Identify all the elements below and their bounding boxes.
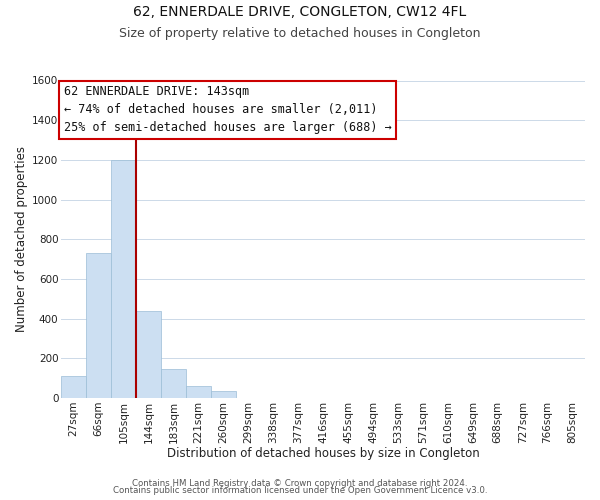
Text: 62, ENNERDALE DRIVE, CONGLETON, CW12 4FL: 62, ENNERDALE DRIVE, CONGLETON, CW12 4FL — [133, 5, 467, 19]
Bar — [111, 160, 136, 398]
Bar — [136, 310, 161, 398]
Bar — [61, 376, 86, 398]
Bar — [161, 369, 186, 398]
Bar — [186, 386, 211, 398]
Bar — [211, 391, 236, 398]
X-axis label: Distribution of detached houses by size in Congleton: Distribution of detached houses by size … — [167, 447, 479, 460]
Text: Contains HM Land Registry data © Crown copyright and database right 2024.: Contains HM Land Registry data © Crown c… — [132, 478, 468, 488]
Text: Contains public sector information licensed under the Open Government Licence v3: Contains public sector information licen… — [113, 486, 487, 495]
Y-axis label: Number of detached properties: Number of detached properties — [15, 146, 28, 332]
Text: Size of property relative to detached houses in Congleton: Size of property relative to detached ho… — [119, 28, 481, 40]
Bar — [86, 253, 111, 398]
Text: 62 ENNERDALE DRIVE: 143sqm
← 74% of detached houses are smaller (2,011)
25% of s: 62 ENNERDALE DRIVE: 143sqm ← 74% of deta… — [64, 86, 392, 134]
